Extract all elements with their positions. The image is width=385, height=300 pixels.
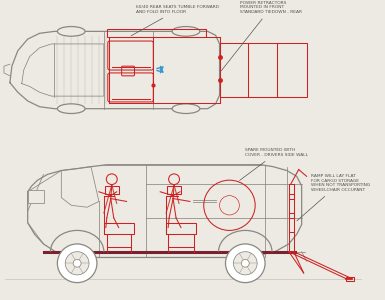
Ellipse shape bbox=[57, 104, 85, 113]
Bar bbox=[105, 186, 119, 194]
Text: SPARE MOUNTED WITH
COVER - DRIVERS SIDE WALL: SPARE MOUNTED WITH COVER - DRIVERS SIDE … bbox=[239, 148, 308, 181]
Bar bbox=[346, 277, 354, 281]
Text: 60/40 REAR SEATS TUMBLE FORWARD
AND FOLD INTO FLOOR: 60/40 REAR SEATS TUMBLE FORWARD AND FOLD… bbox=[131, 5, 219, 36]
Ellipse shape bbox=[172, 26, 200, 36]
Circle shape bbox=[233, 252, 257, 275]
Bar bbox=[289, 213, 294, 218]
Ellipse shape bbox=[57, 26, 85, 36]
Text: RAMP WILL LAY FLAT
FOR CARGO STORAGE
WHEN NOT TRANSPORTING
WHEELCHAIR OCCUPANT: RAMP WILL LAY FLAT FOR CARGO STORAGE WHE… bbox=[297, 174, 370, 221]
Circle shape bbox=[226, 244, 265, 283]
Bar bbox=[104, 223, 134, 234]
Bar bbox=[219, 43, 306, 97]
Bar bbox=[167, 186, 181, 194]
Circle shape bbox=[57, 244, 97, 283]
Circle shape bbox=[241, 260, 249, 267]
Polygon shape bbox=[28, 165, 302, 257]
Polygon shape bbox=[10, 32, 219, 109]
Ellipse shape bbox=[172, 104, 200, 113]
Circle shape bbox=[73, 260, 81, 267]
Circle shape bbox=[65, 252, 89, 275]
Bar bbox=[289, 194, 294, 199]
Text: POWER RETRACTORS
MOUNTED IN FRONT
STANDARD TIEDOWN - REAR: POWER RETRACTORS MOUNTED IN FRONT STANDA… bbox=[221, 1, 302, 71]
Bar bbox=[28, 190, 44, 203]
Bar bbox=[166, 223, 196, 234]
Bar bbox=[107, 29, 206, 37]
